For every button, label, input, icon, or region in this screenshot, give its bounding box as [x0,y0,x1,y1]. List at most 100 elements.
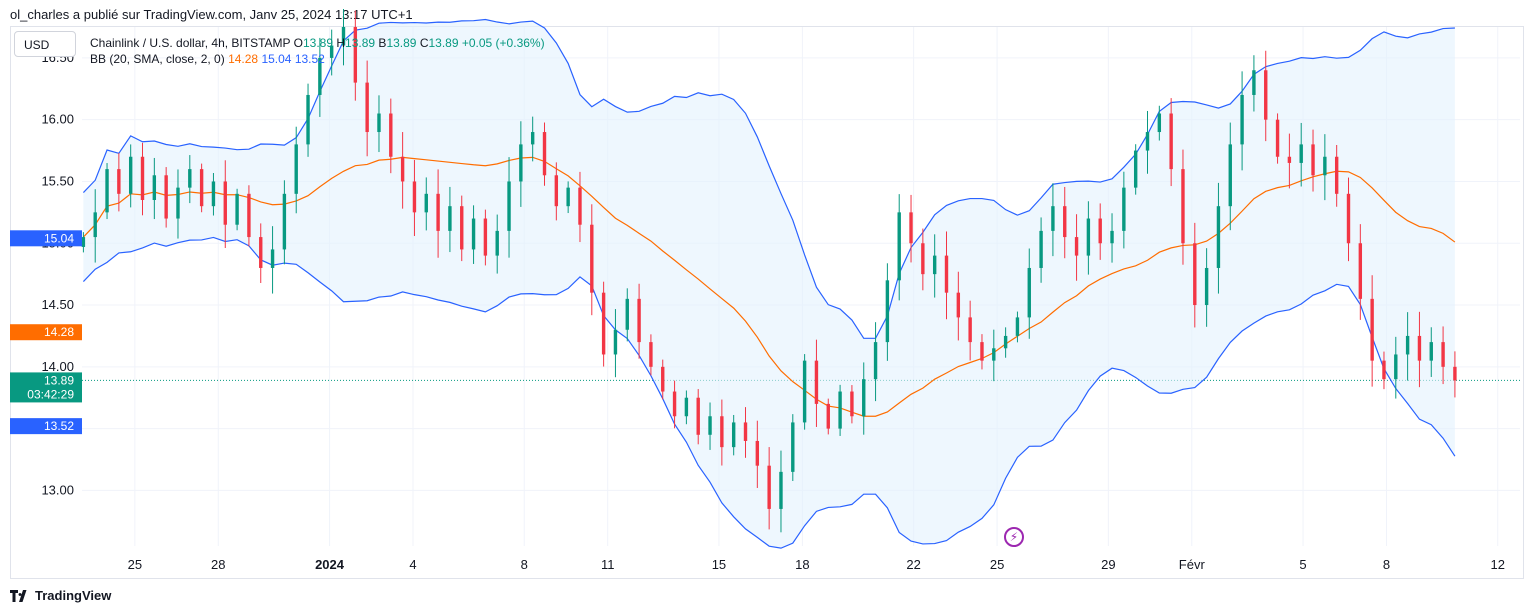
last-price-tag-countdown: 03:42:29 [27,387,74,401]
currency-button[interactable]: USD [14,31,76,57]
candle [826,398,830,435]
legend-bb-label[interactable]: BB (20, SMA, close, 2, 0) [90,52,225,66]
candle [1299,122,1303,187]
candle [1358,224,1363,320]
candle-body [1027,267,1031,318]
candle-body [921,243,925,275]
candle [731,414,736,456]
candle [968,300,972,361]
candle-body [389,113,393,157]
candle [1275,113,1280,164]
candle [1110,213,1114,263]
candle [1228,122,1232,231]
candle-body [1157,113,1162,133]
candle [554,162,559,221]
candle [578,171,582,243]
candle [1264,50,1268,142]
time-tick-label: Févr [1179,557,1206,572]
candle-body [708,416,712,435]
candle-body [1346,193,1351,244]
candle-body [814,360,819,404]
legend-low-value: 13.89 [386,36,417,50]
candle-body [223,181,227,225]
candle-body [1051,206,1055,231]
bollinger-bands [82,18,1456,549]
candle-body [495,230,499,256]
candle [188,155,192,204]
candle [471,205,476,264]
candle-body [743,422,748,441]
candle-body [282,193,287,250]
candle-body [1122,187,1126,231]
candle-body [519,144,523,182]
basis-tag-bg [10,324,82,341]
time-tick-label: 8 [521,557,528,572]
footer-brand[interactable]: TradingView [10,588,111,603]
candle [483,209,488,266]
candle [637,283,641,359]
upper-band-tag-bg [10,230,82,247]
candle [802,354,807,430]
candle [1370,275,1374,387]
lightning-event-icon[interactable]: ⚡ [1004,527,1024,547]
candle-body [211,181,216,207]
candle [601,281,606,367]
candle [294,126,298,214]
candle-body [1323,156,1327,176]
candle [814,339,819,427]
candle [1441,326,1445,385]
candle-body [1110,230,1114,244]
time-tick-label: 22 [906,557,920,572]
chart-frame[interactable] [10,26,1524,579]
lower-band-tag-bg [10,418,82,435]
candle [1204,248,1209,327]
candle-body [424,193,428,213]
candle-body [247,193,251,238]
candle [140,142,145,216]
candle-body [1063,206,1067,238]
bb-upper-line [82,18,1455,339]
candle-body [897,212,901,281]
candle-body [613,329,618,355]
candle-body [471,218,476,250]
candle-body [601,292,606,355]
candle-body [1405,335,1410,355]
candle-body [400,156,405,182]
candle-body [850,391,854,417]
time-tick-label: 29 [1101,557,1115,572]
chart-legend: Chainlink / U.S. dollar, 4h, BITSTAMP O1… [90,35,545,67]
candle-body [696,397,700,435]
candle-body [1394,354,1398,380]
candle [1346,177,1351,262]
candle-body [554,175,559,207]
candle-body [270,249,275,268]
candle [318,37,322,117]
candle [1027,248,1031,339]
candle [1157,105,1162,141]
candle-body [1003,335,1008,349]
candle [377,95,381,153]
bb-lower-line [82,236,1456,549]
candle-body [791,422,795,472]
candle [1323,134,1327,201]
time-tick-label: 8 [1383,557,1390,572]
candle [1394,336,1398,399]
candle-body [341,27,346,46]
candle-body [199,169,204,207]
candle-body [235,193,239,225]
candle [329,29,334,76]
candle-body [1311,144,1315,176]
legend-open-value: 13.89 [303,36,334,50]
candle [1122,171,1126,249]
candle [613,309,618,378]
candle [1051,183,1055,257]
candle [176,169,180,239]
candle-body [353,27,358,83]
last-price-tag-bg [10,372,82,403]
candle [365,60,369,157]
candle-body [625,298,629,330]
legend-symbol[interactable]: Chainlink / U.S. dollar, 4h, BITSTAMP [90,36,291,50]
candle-body [365,82,369,133]
